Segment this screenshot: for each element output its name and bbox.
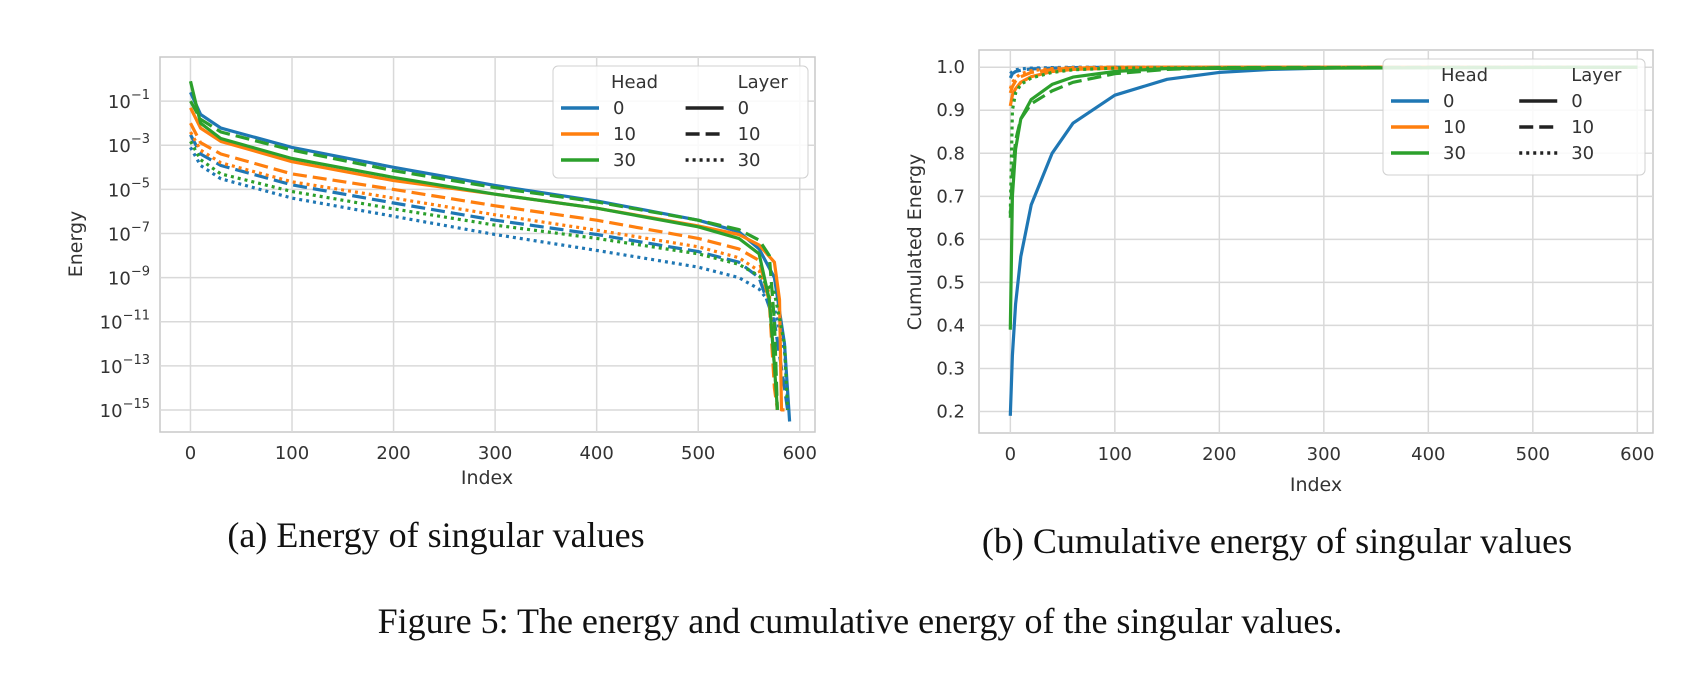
energy-subcaption: (a) Energy of singular values xyxy=(227,515,644,555)
energy-series-head0-layer30 xyxy=(189,146,790,400)
energy-x-tick-label: 0 xyxy=(185,443,196,464)
energy-y-tick-label: 10−5 xyxy=(108,176,150,201)
energy-x-tick-label: 200 xyxy=(376,443,410,464)
cumulative-y-tick-label: 0.6 xyxy=(936,229,965,250)
energy-chart-panel: 0 100 200 300 400 500 600 10−110−310−510−710−9… xyxy=(65,56,817,555)
energy-series-head30-layer10 xyxy=(189,100,779,410)
energy-grid xyxy=(160,57,815,432)
energy-series-head10-layer10 xyxy=(189,122,779,411)
energy-legend: Head Layer 0 10 30 0 10 30 xyxy=(552,65,809,179)
energy-series-group xyxy=(188,80,792,422)
energy-legend-layer-label: 10 xyxy=(738,124,761,145)
cumulative-y-tick-label: 0.8 xyxy=(936,143,965,164)
energy-y-tick-base: 10 xyxy=(108,92,131,113)
energy-y-tick-label: 10−11 xyxy=(100,309,150,334)
energy-y-tick-label: 10−9 xyxy=(108,265,150,290)
energy-y-tick-exponent: −7 xyxy=(131,220,150,235)
energy-series-head10-layer30 xyxy=(189,131,779,411)
cumulative-x-tick-label: 100 xyxy=(1098,444,1132,465)
cumulative-legend-head-label: 10 xyxy=(1443,117,1466,138)
cumulative-legend-layer-title: Layer xyxy=(1571,65,1622,86)
energy-y-axis-label: Energy xyxy=(65,211,87,278)
cumulative-legend-head-label: 30 xyxy=(1443,143,1466,164)
energy-legend-layer-label: 0 xyxy=(738,98,749,119)
cumulative-legend: Head Layer 0 10 30 0 10 30 xyxy=(1382,58,1646,176)
energy-y-tick-base: 10 xyxy=(108,180,131,201)
cumulative-legend-head-label: 0 xyxy=(1443,91,1454,112)
cumulative-legend-box xyxy=(1382,58,1646,176)
cumulative-subcaption: (b) Cumulative energy of singular values xyxy=(982,521,1572,561)
energy-legend-head-title: Head xyxy=(611,72,658,93)
energy-series-head30-layer30 xyxy=(189,140,790,410)
cumulative-y-tick-label: 0.4 xyxy=(936,315,965,336)
cumulative-x-tick-label: 0 xyxy=(1005,444,1016,465)
energy-y-tick-label: 10−3 xyxy=(108,132,150,157)
cumulative-y-tick-label: 0.5 xyxy=(936,272,965,293)
energy-y-tick-exponent: −11 xyxy=(123,309,150,324)
energy-y-tick-base: 10 xyxy=(108,136,131,157)
cumulative-legend-head-title: Head xyxy=(1441,65,1488,86)
cumulative-legend-layer-label: 0 xyxy=(1571,91,1582,112)
cumulative-x-tick-label: 200 xyxy=(1202,444,1236,465)
cumulative-y-tick-label: 0.7 xyxy=(936,186,965,207)
energy-y-tick-base: 10 xyxy=(100,401,123,422)
energy-x-tick-label: 500 xyxy=(681,443,715,464)
cumulative-series-group xyxy=(1008,65,1638,416)
energy-y-tick-exponent: −3 xyxy=(131,132,150,147)
energy-legend-layer-title: Layer xyxy=(738,72,789,93)
energy-series-head30-layer0 xyxy=(188,80,779,411)
energy-y-tick-label: 10−13 xyxy=(100,353,150,378)
cumulative-y-axis-label: Cumulated Energy xyxy=(904,154,926,331)
cumulative-x-tick-label: 600 xyxy=(1620,444,1654,465)
cumulative-x-axis-label: Index xyxy=(1290,474,1342,496)
energy-x-axis-label: Index xyxy=(461,467,513,489)
cumulative-y-tick-label: 0.3 xyxy=(936,358,965,379)
figure-caption: Figure 5: The energy and cumulative ener… xyxy=(378,601,1343,641)
energy-y-tick-exponent: −15 xyxy=(123,397,150,412)
energy-y-tick-exponent: −5 xyxy=(131,176,150,191)
cumulative-legend-layer-label: 10 xyxy=(1571,117,1594,138)
cumulative-chart-panel: 0 100 200 300 400 500 600 0.20.30.40.50.60.70.… xyxy=(904,49,1655,561)
energy-legend-head-label: 30 xyxy=(613,150,636,171)
energy-x-tick-label: 100 xyxy=(275,443,309,464)
energy-series-head0-layer10 xyxy=(189,133,790,411)
energy-x-tick-label: 600 xyxy=(783,443,817,464)
cumulative-legend-layer-label: 30 xyxy=(1571,143,1594,164)
energy-y-tick-base: 10 xyxy=(100,357,123,378)
energy-y-tick-label: 10−1 xyxy=(108,88,150,113)
cumulative-y-tick-label: 0.2 xyxy=(936,401,965,422)
energy-x-tick-label: 400 xyxy=(579,443,613,464)
cumulative-x-tick-label: 300 xyxy=(1307,444,1341,465)
cumulative-series-head10-layer30 xyxy=(1008,65,1638,90)
energy-legend-box xyxy=(552,65,809,179)
cumulative-y-ticks: 0.2 0.3 0.4 0.5 0.6 0.7 0.8 0.9 1.0 xyxy=(936,57,965,422)
energy-y-tick-base: 10 xyxy=(108,224,131,245)
cumulative-x-tick-label: 400 xyxy=(1411,444,1445,465)
energy-y-tick-label: 10−7 xyxy=(108,220,150,245)
cumulative-x-ticks: 0 100 200 300 400 500 600 xyxy=(1005,444,1655,465)
energy-y-tick-exponent: −1 xyxy=(131,88,150,103)
energy-y-tick-base: 10 xyxy=(108,269,131,290)
energy-y-tick-base: 10 xyxy=(100,313,123,334)
cumulative-y-tick-label: 0.9 xyxy=(936,100,965,121)
energy-y-tick-label: 10−15 xyxy=(100,397,150,422)
energy-legend-head-label: 10 xyxy=(613,124,636,145)
energy-y-tick-exponent: −13 xyxy=(123,353,150,368)
cumulative-x-tick-label: 500 xyxy=(1516,444,1550,465)
energy-x-ticks: 0 100 200 300 400 500 600 xyxy=(185,443,817,464)
energy-legend-head-label: 0 xyxy=(613,98,624,119)
energy-x-tick-label: 300 xyxy=(478,443,512,464)
cumulative-y-tick-label: 1.0 xyxy=(936,57,965,78)
cumulative-series-head30-layer10 xyxy=(1008,65,1638,218)
energy-y-tick-exponent: −9 xyxy=(131,265,150,280)
energy-legend-layer-label: 30 xyxy=(738,150,761,171)
